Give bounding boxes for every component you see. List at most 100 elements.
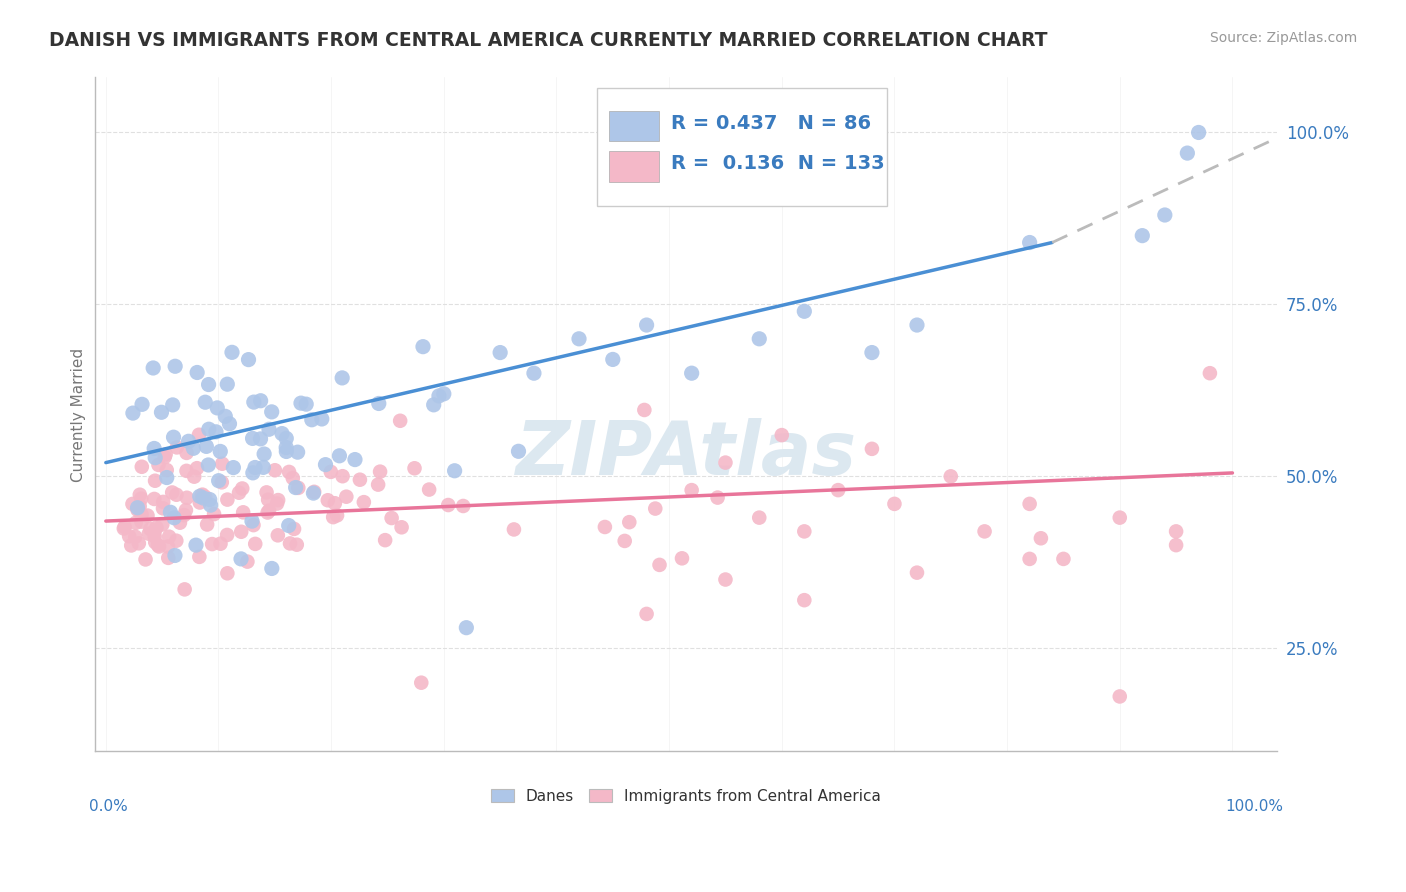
Point [218, 417, 240, 431]
Point [381, 511, 404, 525]
Point [135, 552, 157, 566]
Point [619, 515, 641, 529]
Point [508, 444, 530, 458]
Point [136, 508, 159, 523]
Point [131, 397, 153, 411]
Point [278, 536, 301, 550]
Point [188, 427, 211, 442]
Point [127, 503, 149, 517]
Point [260, 561, 283, 575]
Point [671, 551, 693, 566]
Point [374, 533, 396, 548]
Point [131, 459, 153, 474]
Text: 100.0%: 100.0% [1226, 798, 1284, 814]
Point [793, 524, 815, 539]
Point [335, 490, 357, 504]
Point [264, 463, 287, 477]
Point [143, 442, 166, 456]
Point [166, 441, 188, 455]
Point [176, 491, 198, 505]
Point [681, 366, 703, 380]
Point [276, 431, 298, 445]
Point [229, 552, 252, 566]
Point [322, 510, 344, 524]
Point [905, 566, 928, 580]
Point [156, 540, 179, 554]
Point [160, 485, 183, 500]
Point [437, 498, 460, 512]
Text: R =  0.136  N = 133: R = 0.136 N = 133 [671, 154, 884, 173]
Point [633, 403, 655, 417]
FancyBboxPatch shape [609, 152, 659, 182]
Point [349, 473, 371, 487]
Point [245, 537, 267, 551]
Point [129, 491, 152, 506]
Point [257, 422, 280, 436]
Y-axis label: Currently Married: Currently Married [72, 347, 86, 482]
Point [242, 466, 264, 480]
Point [368, 465, 391, 479]
Point [367, 396, 389, 410]
Point [1018, 235, 1040, 250]
Point [1018, 497, 1040, 511]
Text: R = 0.437   N = 86: R = 0.437 N = 86 [671, 114, 870, 133]
Point [319, 465, 342, 479]
Point [156, 470, 179, 484]
Point [271, 426, 294, 441]
Point [143, 524, 166, 539]
Point [644, 501, 666, 516]
Point [242, 431, 264, 445]
Point [636, 607, 658, 621]
Point [404, 461, 426, 475]
Point [211, 457, 233, 471]
Point [433, 387, 456, 401]
Point [186, 461, 208, 475]
Point [143, 450, 166, 465]
Point [1029, 531, 1052, 545]
Point [208, 474, 231, 488]
Point [793, 304, 815, 318]
Point [217, 566, 239, 581]
Point [281, 471, 304, 485]
Point [128, 488, 150, 502]
Point [173, 582, 195, 597]
Point [138, 526, 160, 541]
Point [260, 405, 283, 419]
Point [174, 503, 197, 517]
Point [311, 412, 333, 426]
Point [231, 524, 253, 539]
Point [1018, 552, 1040, 566]
Point [121, 497, 143, 511]
Point [197, 377, 219, 392]
Point [148, 458, 170, 472]
Point [249, 393, 271, 408]
Point [443, 464, 465, 478]
Point [228, 485, 250, 500]
Point [883, 497, 905, 511]
Point [278, 465, 301, 479]
Point [613, 533, 636, 548]
Point [200, 498, 222, 512]
Point [156, 463, 179, 477]
Point [150, 517, 173, 532]
Point [602, 352, 624, 367]
Point [209, 444, 232, 458]
Point [114, 520, 136, 534]
Point [523, 366, 546, 380]
Point [165, 488, 187, 502]
Text: Source: ZipAtlas.com: Source: ZipAtlas.com [1209, 31, 1357, 45]
Point [232, 505, 254, 519]
Point [770, 428, 793, 442]
Point [169, 516, 191, 530]
Point [343, 452, 366, 467]
Point [190, 489, 212, 503]
Point [194, 490, 217, 504]
Point [118, 529, 141, 543]
Point [648, 558, 671, 572]
Point [211, 475, 233, 490]
Point [314, 458, 336, 472]
Point [412, 340, 434, 354]
Point [503, 523, 526, 537]
Point [568, 332, 591, 346]
FancyBboxPatch shape [609, 111, 659, 142]
